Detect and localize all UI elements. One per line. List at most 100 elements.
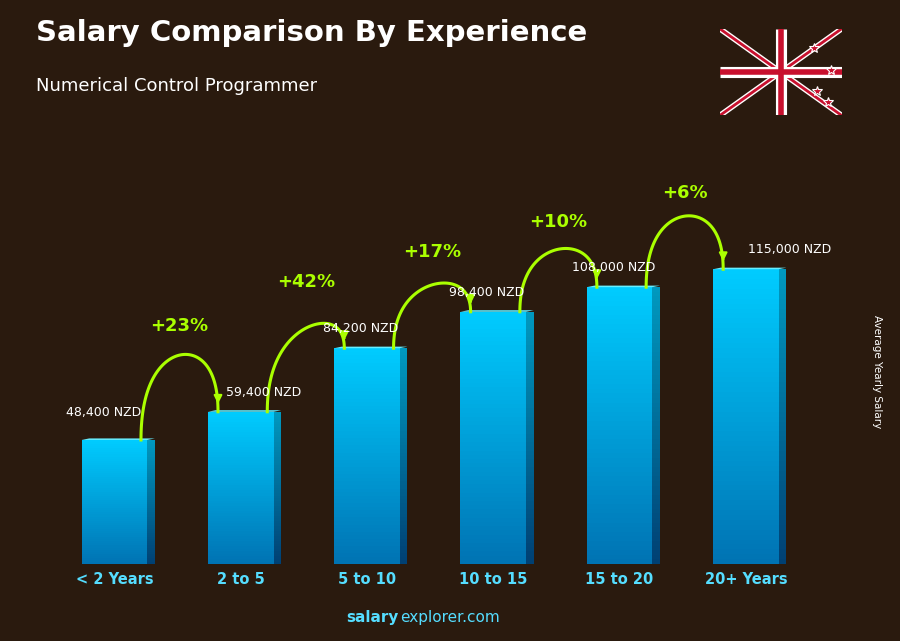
Bar [526, 556, 534, 560]
Bar [587, 361, 652, 365]
Bar [334, 348, 400, 352]
Bar [274, 480, 281, 483]
Bar [778, 441, 787, 446]
Bar [587, 421, 652, 426]
Bar [652, 356, 660, 361]
Bar [461, 362, 526, 367]
Bar [778, 451, 787, 456]
Bar [526, 333, 534, 337]
Bar [778, 323, 787, 328]
Bar [274, 472, 281, 475]
Bar [82, 552, 148, 554]
Bar [713, 299, 778, 304]
Bar [461, 535, 526, 539]
Bar [526, 551, 534, 556]
Bar [526, 438, 534, 442]
Bar [274, 546, 281, 549]
Bar [713, 490, 778, 495]
Bar [713, 525, 778, 529]
Bar [208, 435, 274, 437]
Bar [334, 392, 400, 395]
Bar [587, 541, 652, 545]
Bar [713, 540, 778, 544]
Bar [587, 509, 652, 513]
Bar [526, 367, 534, 370]
Bar [334, 539, 400, 542]
Bar [461, 497, 526, 501]
Bar [274, 437, 281, 440]
Bar [587, 412, 652, 417]
Bar [526, 426, 534, 429]
Bar [82, 520, 148, 522]
Bar [334, 517, 400, 521]
Bar [148, 479, 155, 481]
Bar [778, 299, 787, 304]
Bar [274, 455, 281, 458]
Bar [400, 481, 408, 485]
Bar [587, 453, 652, 458]
Bar [461, 451, 526, 454]
Bar [526, 518, 534, 522]
Bar [713, 544, 778, 549]
Bar [208, 468, 274, 470]
Bar [334, 542, 400, 546]
Bar [713, 461, 778, 466]
Bar [587, 435, 652, 440]
Bar [587, 310, 652, 315]
Bar [400, 488, 408, 492]
Bar [526, 358, 534, 362]
Bar [713, 422, 778, 426]
Bar [82, 535, 148, 537]
Polygon shape [82, 438, 155, 440]
Bar [82, 547, 148, 549]
Bar [587, 379, 652, 384]
Bar [526, 413, 534, 417]
Text: salary: salary [346, 610, 399, 625]
Bar [461, 400, 526, 404]
Bar [400, 410, 408, 413]
Bar [148, 502, 155, 504]
Bar [274, 447, 281, 450]
Bar [82, 506, 148, 508]
Bar [334, 528, 400, 531]
Bar [148, 483, 155, 485]
Bar [526, 560, 534, 564]
Bar [274, 450, 281, 453]
Bar [274, 506, 281, 508]
Bar [148, 544, 155, 545]
Bar [400, 513, 408, 517]
Bar [461, 312, 526, 316]
Bar [778, 397, 787, 402]
Bar [461, 488, 526, 492]
Bar [208, 526, 274, 529]
Bar [587, 545, 652, 550]
Text: Numerical Control Programmer: Numerical Control Programmer [36, 77, 317, 95]
Bar [208, 460, 274, 463]
Bar [713, 378, 778, 382]
Bar [400, 503, 408, 506]
Bar [778, 544, 787, 549]
Bar [778, 470, 787, 476]
Bar [274, 422, 281, 424]
Bar [587, 490, 652, 495]
Bar [587, 347, 652, 352]
Bar [274, 475, 281, 478]
Bar [334, 499, 400, 503]
Bar [400, 506, 408, 510]
Bar [713, 549, 778, 554]
Bar [778, 407, 787, 412]
Bar [400, 359, 408, 363]
Bar [461, 556, 526, 560]
Bar [713, 397, 778, 402]
Bar [334, 521, 400, 524]
Bar [778, 529, 787, 535]
Bar [82, 519, 148, 520]
Bar [400, 424, 408, 428]
Bar [713, 343, 778, 348]
Bar [778, 382, 787, 387]
Bar [400, 417, 408, 420]
Bar [778, 333, 787, 338]
Bar [778, 515, 787, 520]
Bar [82, 531, 148, 533]
Bar [334, 388, 400, 392]
